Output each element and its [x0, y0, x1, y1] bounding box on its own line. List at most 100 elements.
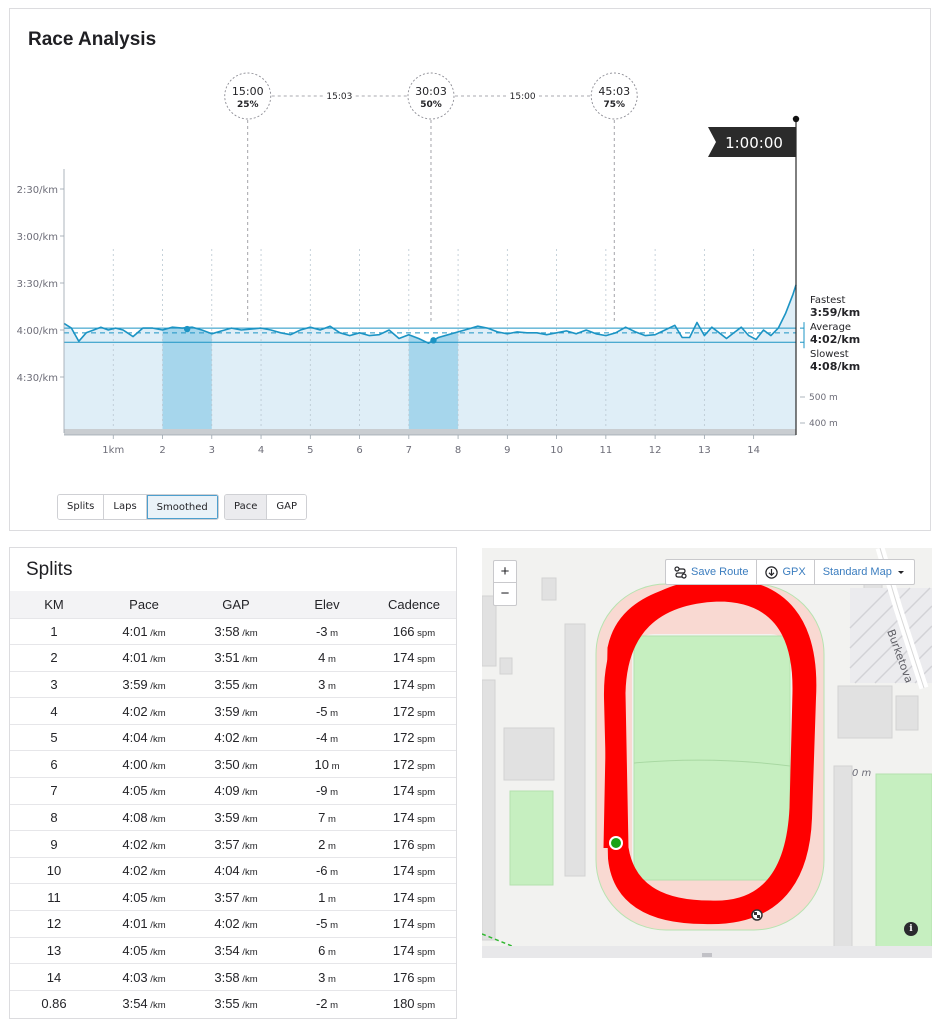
table-row[interactable]: 14 4:03 /km 3:58 /km 3 m 176 spm: [10, 963, 456, 991]
cell-value: 3:59: [122, 676, 148, 692]
laps-toggle-button[interactable]: Laps: [104, 495, 147, 519]
cell-elev: -3 m: [282, 617, 372, 645]
table-row[interactable]: 10 4:02 /km 4:04 /km -6 m 174 spm: [10, 856, 456, 884]
zoom-out-button[interactable]: −: [500, 585, 510, 602]
cell-value: 7: [50, 783, 58, 799]
col-km-header[interactable]: KM: [10, 591, 98, 618]
save-route-button[interactable]: Save Route: [666, 560, 758, 584]
cell-value: 3: [50, 676, 58, 692]
cell-value: 3:58: [214, 969, 240, 985]
cell-pace: 4:02 /km: [98, 697, 190, 725]
cell-km: 9: [10, 830, 98, 858]
map-resize-handle[interactable]: [482, 946, 932, 958]
cell-unit: spm: [414, 840, 436, 852]
cell-value: 7: [318, 809, 326, 825]
table-row[interactable]: 11 4:05 /km 3:57 /km 1 m 174 spm: [10, 883, 456, 911]
cell-value: 2: [318, 836, 326, 852]
table-row[interactable]: 9 4:02 /km 3:57 /km 2 m 176 spm: [10, 830, 456, 858]
cell-value: 174: [392, 889, 415, 905]
cell-pace: 4:08 /km: [98, 803, 190, 831]
cell-unit: /km: [147, 813, 166, 825]
cell-km: 6: [10, 750, 98, 778]
cell-cadence: 172 spm: [372, 697, 456, 725]
pace-line: [63, 284, 797, 344]
cell-km: 1: [10, 617, 98, 645]
cell-value: 3:55: [214, 996, 240, 1012]
cell-pace: 4:05 /km: [98, 777, 190, 805]
x-tick-label: 13: [698, 445, 711, 456]
table-row[interactable]: 13 4:05 /km 3:54 /km 6 m 174 spm: [10, 936, 456, 964]
cell-unit: m: [327, 1000, 339, 1012]
cell-unit: /km: [239, 893, 258, 905]
cell-unit: /km: [239, 787, 258, 799]
marker-gap-bg: [323, 89, 356, 102]
cell-value: 4:01: [122, 650, 148, 666]
cell-unit: spm: [414, 1000, 436, 1012]
cell-gap: 3:59 /km: [190, 697, 282, 725]
table-row[interactable]: 12 4:01 /km 4:02 /km -5 m 174 spm: [10, 910, 456, 938]
cell-value: 3:58: [214, 623, 240, 639]
cell-value: 3: [318, 969, 326, 985]
marker-gap-label: 15:03: [326, 92, 352, 102]
table-row[interactable]: 6 4:00 /km 3:50 /km 10 m 172 spm: [10, 750, 456, 778]
table-row[interactable]: 5 4:04 /km 4:02 /km -4 m 172 spm: [10, 723, 456, 751]
cell-unit: /km: [239, 920, 258, 932]
cell-pace: 4:05 /km: [98, 883, 190, 911]
elevation-tick-label: 500 m: [809, 393, 838, 403]
table-row[interactable]: 4 4:02 /km 3:59 /km -5 m 172 spm: [10, 697, 456, 725]
cell-elev: 4 m: [282, 644, 372, 672]
table-row[interactable]: 2 4:01 /km 3:51 /km 4 m 174 spm: [10, 644, 456, 672]
cell-value: 3:54: [122, 996, 148, 1012]
cell-unit: spm: [414, 946, 436, 958]
download-icon: [765, 565, 779, 579]
route-map[interactable]: Burketova 0 m + − Save Route GPX Standar…: [482, 548, 932, 958]
cell-value: -5: [315, 703, 328, 719]
table-row[interactable]: 3 3:59 /km 3:55 /km 3 m 174 spm: [10, 670, 456, 698]
cell-elev: -6 m: [282, 856, 372, 884]
cell-unit: m: [325, 946, 336, 958]
cell-unit: m: [328, 760, 340, 772]
cell-unit: /km: [239, 627, 258, 639]
cell-elev: 3 m: [282, 963, 372, 991]
cell-unit: m: [327, 867, 339, 879]
cell-cadence: 174 spm: [372, 803, 456, 831]
cell-unit: /km: [147, 654, 166, 666]
cell-value: 3:51: [214, 650, 240, 666]
map-canvas[interactable]: Burketova 0 m: [482, 548, 932, 948]
cell-unit: m: [325, 840, 336, 852]
cell-km: 3: [10, 670, 98, 698]
x-tick-label: 10: [550, 445, 563, 456]
zoom-in-button[interactable]: +: [494, 561, 516, 583]
cell-cadence: 166 spm: [372, 617, 456, 645]
x-tick-label: 3: [209, 445, 215, 456]
route-icon: [674, 565, 687, 579]
cell-value: 12: [46, 916, 62, 932]
cell-unit: /km: [147, 973, 166, 985]
gpx-download-button[interactable]: GPX: [757, 560, 815, 584]
col-gap-header[interactable]: GAP: [190, 591, 282, 618]
time-marker-bubble: [407, 72, 455, 120]
cell-cadence: 172 spm: [372, 723, 456, 751]
cell-km: 7: [10, 777, 98, 805]
table-row[interactable]: 7 4:05 /km 4:09 /km -9 m 174 spm: [10, 777, 456, 805]
pace-toggle-button[interactable]: Pace: [225, 495, 268, 519]
finish-marker: [751, 909, 763, 921]
cell-unit: /km: [239, 867, 258, 879]
cell-value: 8: [50, 809, 58, 825]
table-row[interactable]: 0.86 3:54 /km 3:55 /km -2 m 180 spm: [10, 989, 456, 1017]
smoothed-toggle-button[interactable]: Smoothed: [146, 495, 218, 519]
col-pace-header[interactable]: Pace: [98, 591, 190, 618]
col-elev-header[interactable]: Elev: [282, 591, 372, 618]
table-row[interactable]: 1 4:01 /km 3:58 /km -3 m 166 spm: [10, 617, 456, 645]
cell-elev: -4 m: [282, 723, 372, 751]
info-icon[interactable]: i: [904, 922, 918, 936]
gap-toggle-button[interactable]: GAP: [267, 495, 306, 519]
cell-elev: 10 m: [282, 750, 372, 778]
col-cadence-header[interactable]: Cadence: [372, 591, 456, 618]
table-row[interactable]: 8 4:08 /km 3:59 /km 7 m 174 spm: [10, 803, 456, 831]
map-type-dropdown[interactable]: Standard Map: [815, 560, 914, 584]
cell-cadence: 174 spm: [372, 936, 456, 964]
cell-value: 3:59: [214, 703, 240, 719]
splits-toggle-button[interactable]: Splits: [58, 495, 105, 519]
y-tick-label: 2:30/km: [17, 185, 58, 196]
